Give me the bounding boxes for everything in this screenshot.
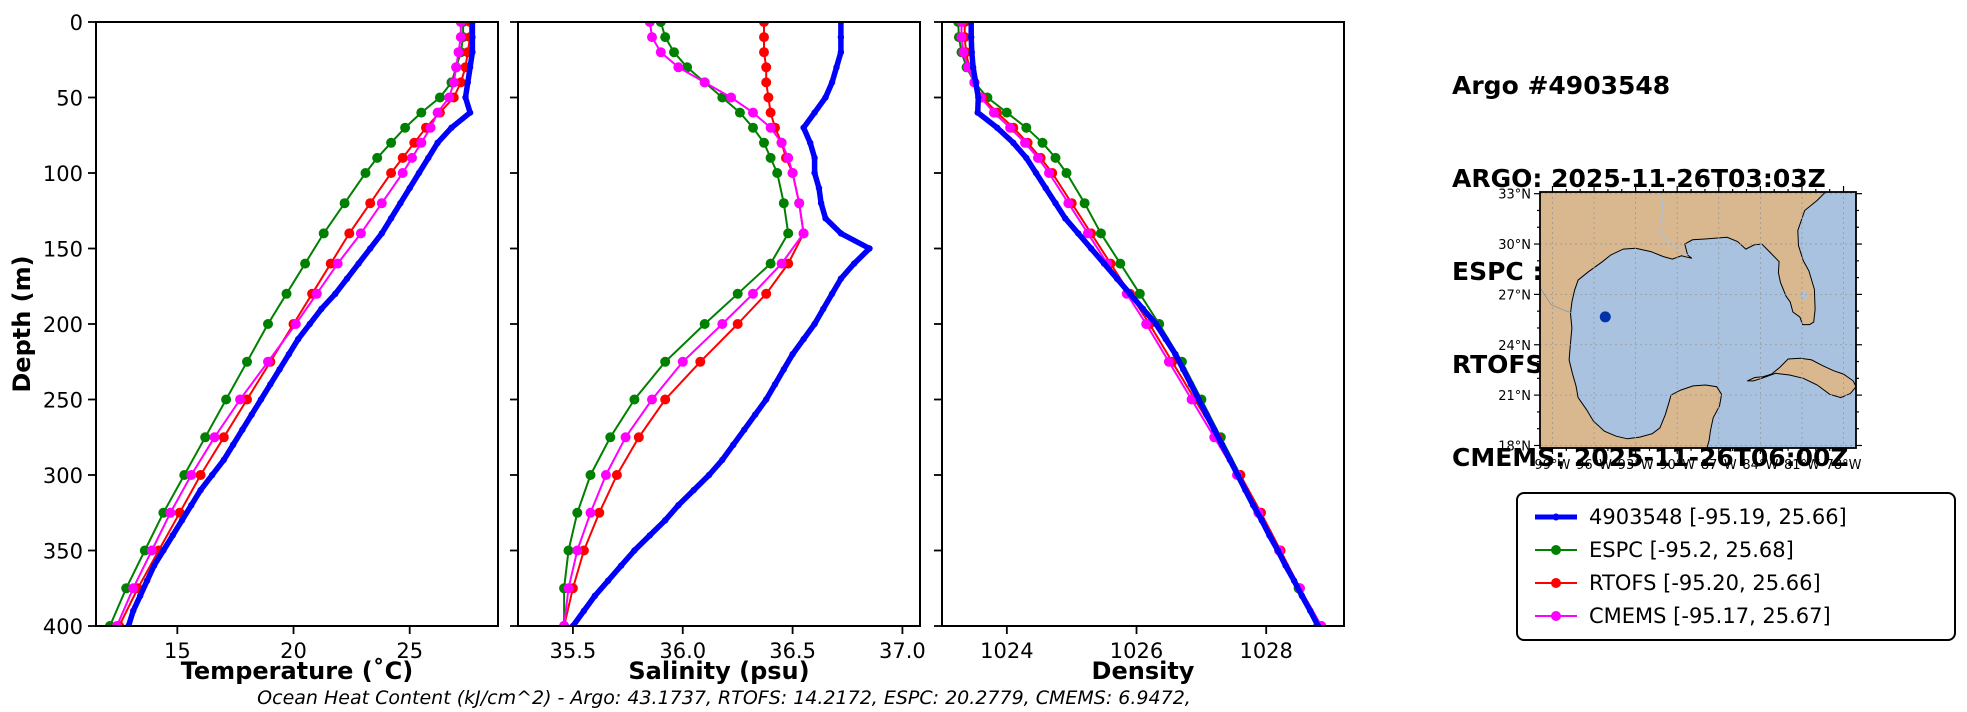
map-lon-label: 90°W xyxy=(1659,458,1695,473)
legend-label-cmems: CMEMS [-95.17, 25.67] xyxy=(1589,604,1831,628)
series-cmems-temperature xyxy=(111,22,466,626)
map-lon-label: 87°W xyxy=(1701,458,1737,473)
x-tick-label: 15 xyxy=(164,639,191,663)
y-tick-label: 300 xyxy=(43,464,83,488)
map-lon-label: 99°W xyxy=(1535,458,1571,473)
float-location-marker xyxy=(1599,311,1611,323)
x-tick-label: 1024 xyxy=(980,639,1033,663)
x-axis-label-salinity: Salinity (psu) xyxy=(628,657,809,685)
y-tick-label: 150 xyxy=(43,238,83,262)
series-espc-density xyxy=(953,22,1324,626)
y-tick-label: 250 xyxy=(43,389,83,413)
map-lon-label: 96°W xyxy=(1576,458,1612,473)
map-frame xyxy=(1539,191,1857,449)
argo-timestamp: ARGO: 2025-11-26T03:03Z xyxy=(1452,164,1826,193)
series-argo-salinity xyxy=(569,22,873,626)
legend: 4903548 [-95.19, 25.66] ESPC [-95.2, 25.6… xyxy=(1516,492,1956,641)
x-axis-label-density: Density xyxy=(1092,657,1195,685)
map-lon-label: 93°W xyxy=(1618,458,1654,473)
x-tick-label: 20 xyxy=(280,639,307,663)
map-lon-label: 81°W xyxy=(1784,458,1820,473)
legend-item-argo: 4903548 [-95.19, 25.66] xyxy=(1524,502,1948,532)
legend-marker-cmems xyxy=(1535,611,1577,621)
map-lat-label: 27°N xyxy=(1498,288,1531,303)
map-river xyxy=(1658,191,1688,256)
map-country-border xyxy=(1539,287,1573,314)
float-title: Argo #4903548 xyxy=(1452,71,1671,100)
series-rtofs-salinity xyxy=(559,22,809,626)
profile-charts: 15 20 25050100150200250300350400Temperatur… xyxy=(8,11,1345,709)
series-argo-temperature xyxy=(125,22,476,626)
series-espc-temperature xyxy=(104,22,469,626)
legend-label-argo: 4903548 [-95.19, 25.66] xyxy=(1589,505,1847,529)
x-tick-label: 1026 xyxy=(1110,639,1163,663)
x-axis-label-temperature: Temperature (˚C) xyxy=(181,657,414,685)
y-tick-label: 50 xyxy=(56,87,83,111)
legend-label-rtofs: RTOFS [-95.20, 25.66] xyxy=(1589,571,1821,595)
series-cmems-salinity xyxy=(559,22,809,626)
legend-marker-argo xyxy=(1535,513,1577,521)
ohc-footnote: Ocean Heat Content (kJ/cm^2) - Argo: 43.… xyxy=(257,687,1191,709)
map-lat-label: 30°N xyxy=(1498,238,1531,253)
y-tick-label: 200 xyxy=(43,313,83,337)
x-tick-label: 25 xyxy=(396,639,423,663)
legend-marker-rtofs xyxy=(1535,578,1577,588)
legend-label-espc: ESPC [-95.2, 25.68] xyxy=(1589,538,1794,562)
y-axis-label: Depth (m) xyxy=(8,255,36,392)
map-lat-label: 18°N xyxy=(1498,439,1531,454)
map-lat-label: 24°N xyxy=(1498,339,1531,354)
panel-salinity: 35.5 36.0 36.5 37.0 Salinity (psu) xyxy=(510,21,926,685)
x-tick-label: 36.5 xyxy=(769,639,816,663)
y-tick-label: 0 xyxy=(70,11,83,35)
series-espc-salinity xyxy=(559,22,794,626)
map-lon-label: 78°W xyxy=(1826,458,1862,473)
legend-item-espc: ESPC [-95.2, 25.68] xyxy=(1524,535,1948,565)
map-land-cuba xyxy=(1746,357,1857,399)
x-tick-label: 37.0 xyxy=(879,639,926,663)
panel-density: 1024 1026 1028 Density xyxy=(934,21,1345,685)
legend-item-rtofs: RTOFS [-95.20, 25.66] xyxy=(1524,568,1948,598)
legend-marker-espc xyxy=(1535,545,1577,555)
legend-item-cmems: CMEMS [-95.17, 25.67] xyxy=(1524,601,1948,631)
y-tick-label: 350 xyxy=(43,540,83,564)
map-lon-label: 84°W xyxy=(1742,458,1778,473)
x-tick-label: 35.5 xyxy=(550,639,597,663)
x-tick-label: 36.0 xyxy=(659,639,706,663)
map-lat-label: 21°N xyxy=(1498,389,1531,404)
locator-map: 99°W 96°W 93°W 90°W 87°W 84°W 81°W 78°W 33°N 30°N… xyxy=(1498,186,1862,473)
panel-temperature: 15 20 25050100150200250300350400Temperatur… xyxy=(43,11,499,685)
x-tick-label: 1028 xyxy=(1239,639,1292,663)
series-argo-density xyxy=(968,22,1322,626)
y-tick-label: 100 xyxy=(43,162,83,186)
y-tick-label: 400 xyxy=(43,615,83,639)
map-lat-label: 33°N xyxy=(1498,188,1531,203)
